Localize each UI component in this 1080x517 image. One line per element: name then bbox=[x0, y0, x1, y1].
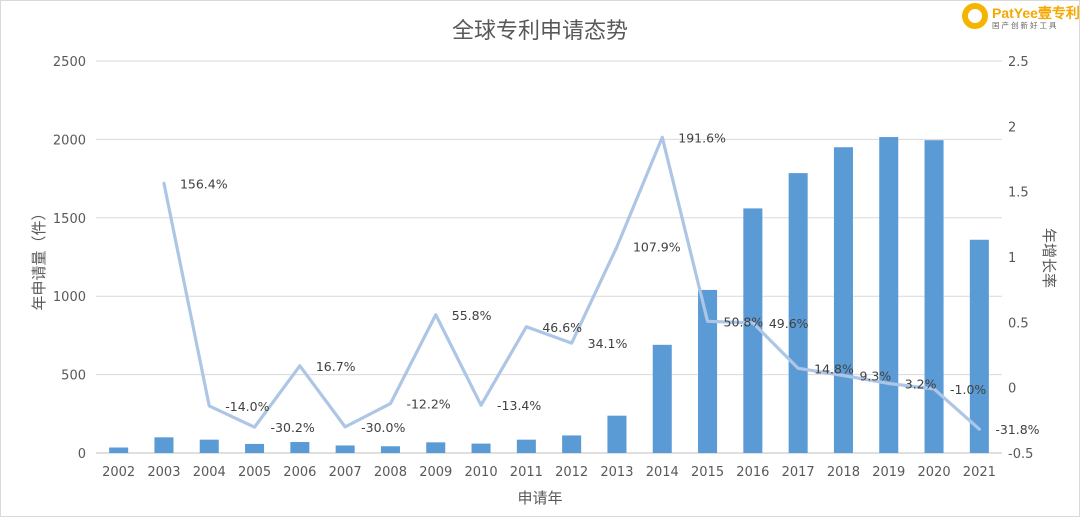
x-tick-label: 2011 bbox=[510, 465, 543, 480]
growth-data-label: -30.0% bbox=[361, 420, 405, 435]
x-tick-label: 2015 bbox=[691, 465, 724, 480]
x-tick-label: 2021 bbox=[963, 465, 996, 480]
bar bbox=[471, 443, 491, 453]
bar bbox=[380, 446, 400, 453]
growth-data-label: 16.7% bbox=[316, 359, 356, 374]
x-tick-label: 2010 bbox=[465, 465, 498, 480]
bar bbox=[652, 344, 672, 453]
growth-data-label: 49.6% bbox=[769, 316, 809, 331]
x-tick-label: 2006 bbox=[283, 465, 316, 480]
x-tick-label: 2019 bbox=[872, 465, 905, 480]
bar bbox=[924, 140, 944, 453]
x-tick-label: 2018 bbox=[827, 465, 860, 480]
chart-title: 全球专利申请态势 bbox=[452, 19, 628, 44]
bar bbox=[879, 137, 899, 453]
bar bbox=[833, 147, 853, 454]
y-tick-label: 1000 bbox=[53, 290, 86, 305]
bar bbox=[607, 415, 627, 453]
x-tick-label: 2013 bbox=[600, 465, 633, 480]
growth-data-label: -12.2% bbox=[406, 397, 450, 412]
x-tick-label: 2009 bbox=[419, 465, 452, 480]
y2-tick-label: 0.5 bbox=[1008, 316, 1029, 331]
y-tick-label: 500 bbox=[61, 369, 86, 384]
y-tick-label: 0 bbox=[78, 447, 86, 462]
left-axis-ticks: 0 500 1000 1500 2000 2500 bbox=[53, 55, 86, 462]
y2-tick-label: 2.5 bbox=[1008, 55, 1029, 70]
growth-data-label: 9.3% bbox=[859, 369, 891, 384]
bar bbox=[426, 442, 446, 453]
bar-series bbox=[109, 137, 989, 454]
y-axis-title: 年申请量（件） bbox=[30, 205, 48, 310]
growth-data-label: 156.4% bbox=[180, 176, 228, 191]
growth-line bbox=[162, 135, 981, 431]
x-tick-label: 2017 bbox=[782, 465, 815, 480]
growth-line-series bbox=[162, 135, 981, 431]
y2-tick-label: -0.5 bbox=[1008, 447, 1033, 462]
growth-data-label: -30.2% bbox=[271, 420, 315, 435]
logo-brand: PatYee壹专利 bbox=[992, 5, 1080, 21]
growth-data-label: -13.4% bbox=[497, 398, 541, 413]
x-axis-ticks: 2002 2003 2004 2005 2006 2007 2008 2009 2010 2011… bbox=[102, 465, 996, 480]
right-axis-ticks: -0.5 0 0.5 1 1.5 2 2.5 bbox=[1008, 55, 1033, 462]
y2-tick-label: 0 bbox=[1008, 382, 1016, 397]
bar bbox=[199, 439, 219, 453]
logo-icon bbox=[962, 3, 988, 29]
x-tick-label: 2005 bbox=[238, 465, 271, 480]
y2-tick-label: 1 bbox=[1008, 251, 1016, 266]
growth-data-label: 55.8% bbox=[452, 308, 492, 323]
bar bbox=[335, 445, 355, 453]
growth-data-label: 14.8% bbox=[814, 361, 854, 376]
x-axis-title: 申请年 bbox=[517, 489, 562, 507]
x-tick-label: 2004 bbox=[193, 465, 226, 480]
growth-data-labels: 156.4% -14.0%-30.2% 16.7% -30.0%-12.2% 55.8%… bbox=[180, 130, 1040, 437]
growth-data-label: 191.6% bbox=[678, 130, 726, 145]
bar bbox=[245, 443, 265, 453]
growth-data-label: -14.0% bbox=[225, 399, 269, 414]
y2-tick-label: 1.5 bbox=[1008, 186, 1029, 201]
patyee-logo: PatYee壹专利 国产创新好工具 bbox=[962, 2, 1080, 32]
gridlines bbox=[96, 60, 1002, 454]
growth-data-label: -31.8% bbox=[995, 422, 1039, 437]
bar bbox=[109, 447, 129, 453]
y-tick-label: 1500 bbox=[53, 212, 86, 227]
growth-data-label: 46.6% bbox=[542, 320, 582, 335]
y-tick-label: 2000 bbox=[53, 133, 86, 148]
growth-data-label: -1.0% bbox=[950, 382, 986, 397]
growth-data-label: 107.9% bbox=[633, 240, 681, 255]
x-tick-label: 2020 bbox=[918, 465, 951, 480]
x-tick-label: 2008 bbox=[374, 465, 407, 480]
x-tick-label: 2016 bbox=[736, 465, 769, 480]
bar bbox=[516, 439, 536, 453]
y-tick-label: 2500 bbox=[53, 55, 86, 70]
bar bbox=[290, 442, 310, 453]
x-tick-label: 2014 bbox=[646, 465, 679, 480]
bar bbox=[788, 173, 808, 453]
x-tick-label: 2012 bbox=[555, 465, 588, 480]
x-tick-label: 2007 bbox=[329, 465, 362, 480]
x-tick-label: 2002 bbox=[102, 465, 135, 480]
growth-data-label: 50.8% bbox=[724, 314, 764, 329]
x-tick-label: 2003 bbox=[147, 465, 180, 480]
bar bbox=[154, 437, 174, 453]
growth-data-label: 3.2% bbox=[905, 376, 937, 391]
bar bbox=[562, 435, 582, 453]
y2-tick-label: 2 bbox=[1008, 120, 1016, 135]
logo-slogan: 国产创新好工具 bbox=[992, 21, 1059, 30]
y2-axis-title: 年增长率 bbox=[1040, 228, 1058, 288]
bar bbox=[969, 239, 989, 453]
bar bbox=[698, 289, 718, 453]
growth-data-label: 34.1% bbox=[588, 336, 628, 351]
bar bbox=[743, 208, 763, 453]
